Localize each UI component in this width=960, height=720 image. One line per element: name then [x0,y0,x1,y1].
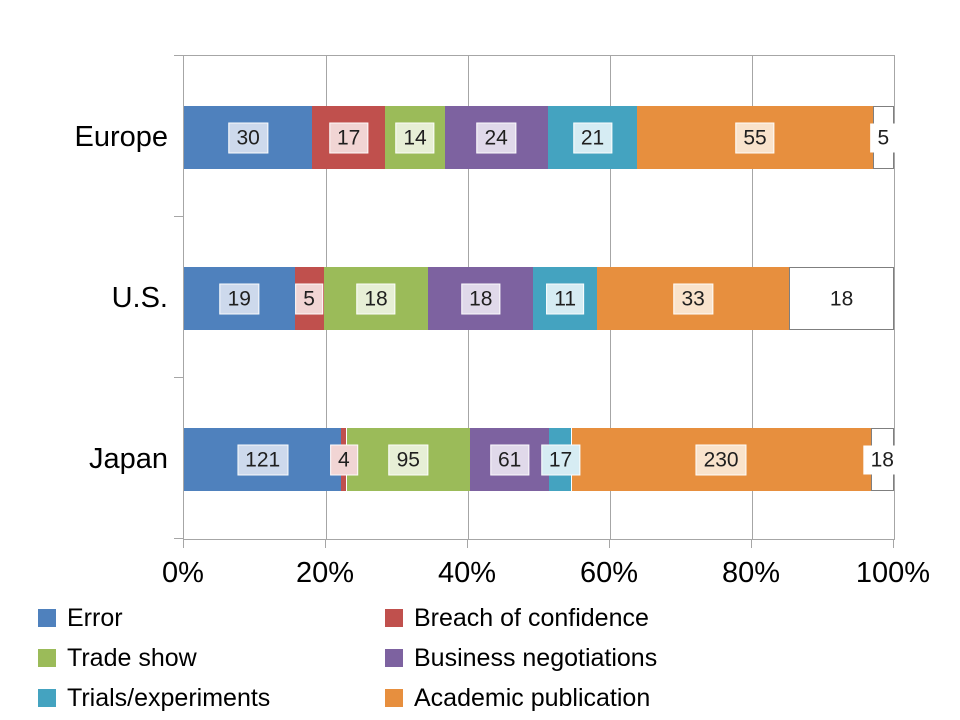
percent-axis-tick-label: 100% [855,557,931,589]
data-label: 33 [673,283,713,314]
percent-axis-tick-label: 0% [162,557,204,589]
percent-axis-tick-label: 20% [295,557,355,589]
percent-axis-tick [609,539,610,548]
legend-item: Business negotiations [385,638,657,678]
legend-label: Trials/experiments [67,683,271,712]
percent-axis-tick [183,539,184,548]
data-label: 5 [870,123,897,152]
percent-axis-tick-label: 60% [579,557,639,589]
legend-item: Trade show [38,638,270,678]
data-label: 230 [695,444,747,475]
legend-label: Business negotiations [414,643,658,672]
percent-axis-tick-label: 40% [437,557,497,589]
legend-color-swatch-icon [38,689,56,707]
data-label: 30 [228,122,268,153]
data-label: 5 [295,283,323,314]
legend-label: Trade show [67,643,197,672]
category-axis-tick [174,55,183,56]
category-axis-tick [174,216,183,217]
category-axis-tick [174,377,183,378]
percent-axis-tick [467,539,468,548]
legend-color-swatch-icon [385,689,403,707]
data-label: 17 [540,444,581,475]
legend-item: Academic publication [385,678,657,718]
percent-axis-tick [893,539,894,548]
bar-row-us: 19 5 18 18 11 33 18 [184,267,894,330]
percent-axis-tick [325,539,326,548]
data-label: 18 [863,445,901,474]
plot-area: 30 17 14 24 21 55 5 19 5 18 18 11 33 18 121 4 95 61 17 230 1… [183,55,901,540]
percent-axis-tick [751,539,752,548]
percent-axis-tick-label: 80% [721,557,781,589]
data-label: 17 [329,122,369,153]
bar-row-europe: 30 17 14 24 21 55 5 [184,106,897,169]
legend-label: Academic publication [414,683,651,712]
category-label: Europe [74,120,168,153]
data-label: 24 [476,122,516,153]
category-label: U.S. [111,281,168,314]
data-label: 21 [572,122,613,153]
category-label: Japan [88,442,168,475]
data-label: 18 [822,284,861,313]
category-axis-tick [174,538,183,539]
data-label: 18 [461,283,501,314]
legend-color-swatch-icon [38,609,56,627]
data-label: 4 [330,444,358,475]
legend-color-swatch-icon [385,649,403,667]
data-label: 95 [388,444,428,475]
data-label: 55 [735,122,775,153]
legend-color-swatch-icon [385,609,403,627]
data-label: 121 [237,444,289,475]
data-label: 11 [546,283,585,314]
data-label: 18 [356,283,396,314]
data-label: 19 [219,283,259,314]
legend-item: Error [38,598,270,638]
data-label: 14 [395,122,435,153]
legend-column: Breach of confidence Business negotiation… [385,598,657,718]
legend-item: Breach of confidence [385,598,657,638]
legend-color-swatch-icon [38,649,56,667]
legend-label: Error [67,603,123,632]
legend-column: Error Trade show Trials/experiments [38,598,270,718]
legend-label: Breach of confidence [414,603,649,632]
legend-item: Trials/experiments [38,678,270,718]
data-label: 61 [490,444,530,475]
bar-row-japan: 121 4 95 61 17 230 18 [184,428,901,491]
